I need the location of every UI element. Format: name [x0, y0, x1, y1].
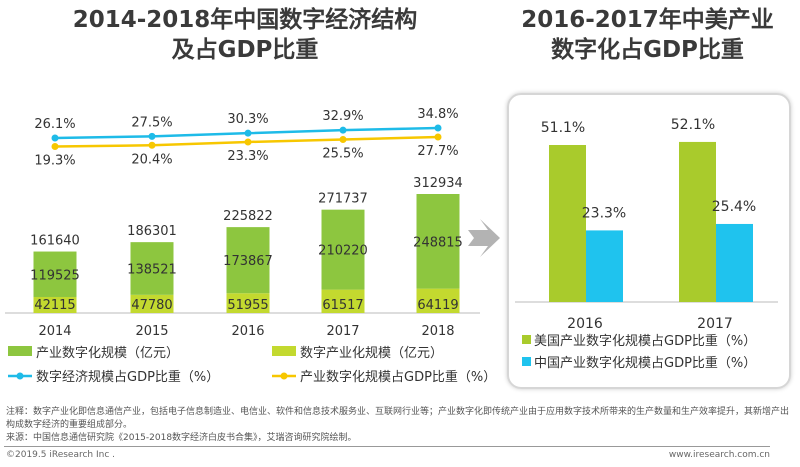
digital-economy-gdp-label: 27.5%	[131, 115, 172, 130]
website: www.iresearch.com.cn	[668, 450, 770, 460]
bar-china	[586, 230, 623, 302]
bar-industrial-digitization	[130, 242, 174, 295]
x-tick-label: 2017	[326, 324, 359, 339]
bar-label-industrial-digitization: 210220	[318, 244, 368, 259]
legend-label: 产业数字化规模（亿元）	[36, 346, 179, 361]
digital-economy-gdp-label: 26.1%	[34, 117, 75, 132]
bar-label-digital-industrialization: 61517	[322, 298, 363, 313]
x-tick-label: 2017	[697, 316, 733, 332]
bar-total-label: 225822	[223, 209, 273, 224]
bar-digital-industrialization	[321, 289, 365, 313]
industrial-digitization-gdp-label: 27.7%	[417, 144, 458, 159]
bar-digital-industrialization	[416, 288, 460, 313]
industrial-digitization-gdp-point	[148, 141, 156, 149]
bar-digital-industrialization	[130, 294, 174, 313]
bar-label-us: 51.1%	[541, 120, 585, 136]
digital-economy-gdp-label: 30.3%	[227, 112, 268, 127]
x-tick-label: 2016	[231, 324, 264, 339]
bar-label-digital-industrialization: 42115	[34, 298, 75, 313]
bar-industrial-digitization	[33, 251, 77, 297]
bar-digital-industrialization	[226, 293, 270, 313]
title-line: 2016-2017年中美产业	[521, 7, 774, 33]
right-chart-title: 2016-2017年中美产业 数字化占GDP比重	[500, 5, 795, 65]
legend-label: 产业数字化规模占GDP比重（%）	[300, 369, 496, 385]
bar-total-label: 186301	[127, 224, 177, 239]
bar-label-industrial-digitization: 248815	[413, 235, 463, 250]
bar-digital-industrialization	[33, 296, 77, 313]
right-chart-panel	[507, 93, 791, 389]
footer-divider	[4, 446, 770, 447]
note-text: 注释：数字产业化即信息通信产业，包括电子信息制造业、电信业、软件和信息技术服务业…	[6, 407, 790, 430]
bar-label-china: 25.4%	[712, 199, 756, 215]
digital-economy-gdp-point	[244, 129, 252, 137]
right-arrow-icon	[468, 219, 500, 257]
legend-marker	[280, 372, 288, 380]
bar-china	[716, 223, 753, 302]
x-tick-label: 2016	[567, 316, 603, 332]
legend-marker	[16, 372, 24, 380]
legend-swatch	[522, 335, 531, 344]
bar-label-industrial-digitization: 119525	[30, 268, 80, 283]
copyright: ©2019.5 iResearch Inc .	[6, 450, 116, 460]
industrial-digitization-gdp-label: 20.4%	[131, 152, 172, 167]
title-line: 2014-2018年中国数字经济结构	[72, 7, 418, 33]
industrial-digitization-gdp-point	[51, 143, 59, 150]
x-tick-label: 2014	[38, 324, 71, 339]
source-text: 来源：中国信息通信研究院《2015-2018数字经济白皮书合集》，艾瑞咨询研究院…	[6, 433, 357, 443]
bar-label-digital-industrialization: 51955	[227, 298, 268, 313]
bar-label-digital-industrialization: 64119	[417, 298, 458, 313]
bar-label-digital-industrialization: 47780	[131, 298, 172, 313]
legend-swatch	[272, 346, 296, 356]
left-chart-title: 2014-2018年中国数字经济结构 及占GDP比重	[10, 5, 480, 65]
bar-industrial-digitization	[226, 227, 270, 294]
bar-us	[549, 145, 586, 302]
bar-industrial-digitization	[321, 209, 365, 290]
title-line: 及占GDP比重	[171, 37, 319, 63]
bar-label-us: 52.1%	[671, 117, 715, 133]
industrial-digitization-gdp-point	[244, 138, 252, 146]
digital-economy-gdp-point	[434, 124, 442, 132]
bar-industrial-digitization	[416, 194, 460, 289]
bar-us	[679, 141, 716, 302]
industrial-digitization-gdp-point	[339, 135, 347, 143]
bar-total-label: 312934	[413, 176, 463, 191]
industrial-digitization-gdp-label: 19.3%	[34, 154, 75, 169]
x-tick-label: 2018	[421, 324, 454, 339]
digital-economy-gdp-label: 34.8%	[417, 107, 458, 122]
industrial-digitization-gdp-label: 23.3%	[227, 149, 268, 164]
bar-label-industrial-digitization: 173867	[223, 254, 273, 269]
bar-total-label: 271737	[318, 192, 368, 207]
bar-label-industrial-digitization: 138521	[127, 262, 177, 277]
legend-swatch	[8, 346, 32, 356]
legend-label: 中国产业数字化规模占GDP比重（%）	[534, 355, 756, 371]
x-tick-label: 2015	[135, 324, 168, 339]
legend-label: 数字产业化规模（亿元）	[300, 346, 443, 361]
legend-label: 美国产业数字化规模占GDP比重（%）	[534, 333, 756, 349]
title-line: 数字化占GDP比重	[551, 37, 744, 63]
digital-economy-gdp-point	[51, 134, 59, 142]
digital-economy-gdp-label: 32.9%	[322, 109, 363, 124]
bar-label-china: 23.3%	[582, 205, 626, 221]
digital-economy-gdp-point	[148, 132, 156, 140]
bar-total-label: 161640	[30, 234, 80, 249]
legend-label: 数字经济规模占GDP比重（%）	[36, 369, 219, 385]
digital-economy-gdp-point	[339, 126, 347, 134]
legend-swatch	[522, 357, 531, 366]
industrial-digitization-gdp-label: 25.5%	[322, 146, 363, 161]
industrial-digitization-gdp-point	[434, 133, 442, 141]
